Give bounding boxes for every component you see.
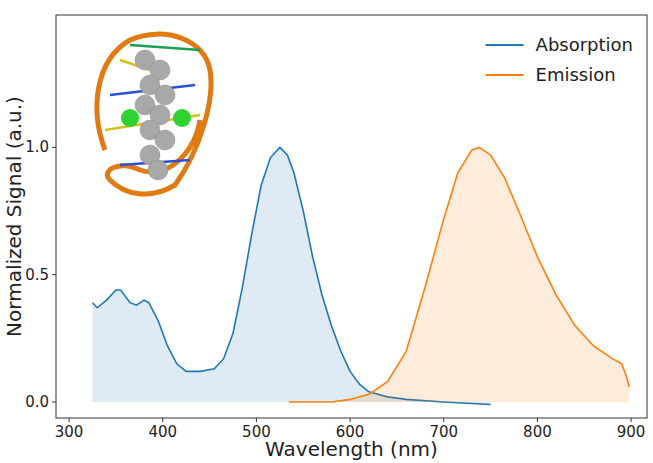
- x-tick: [256, 418, 257, 422]
- series-line: [289, 147, 629, 402]
- legend-swatch: [486, 74, 524, 76]
- y-tick-label: 0.0: [25, 393, 49, 411]
- x-tick: [631, 418, 632, 422]
- legend-label: Emission: [536, 64, 616, 85]
- y-tick-label: 1.0: [25, 138, 49, 156]
- chart: 3004005006007008009000.00.51.0Wavelength…: [0, 0, 653, 463]
- inset-atom: [155, 85, 175, 105]
- x-tick-label: 400: [148, 423, 177, 441]
- inset-backbone: [97, 34, 211, 194]
- legend-swatch: [486, 44, 524, 46]
- legend-label: Absorption: [536, 34, 633, 55]
- x-tick-label: 300: [55, 423, 84, 441]
- y-tick: [52, 147, 56, 148]
- y-tick: [52, 401, 56, 402]
- y-tick-label: 0.5: [25, 266, 49, 284]
- x-axis-title: Wavelength (nm): [265, 437, 438, 461]
- inset-atom: [121, 109, 139, 127]
- inset-atom: [155, 130, 175, 150]
- x-tick: [443, 418, 444, 422]
- inset-atom: [173, 109, 191, 127]
- inset-base: [130, 45, 200, 50]
- x-tick: [537, 418, 538, 422]
- y-axis-title: Normalized Signal (a.u.): [2, 96, 26, 337]
- x-tick: [350, 418, 351, 422]
- y-tick: [52, 274, 56, 275]
- x-tick: [162, 418, 163, 422]
- plot-frame: [56, 15, 647, 418]
- legend: Absorption Emission: [486, 34, 633, 85]
- inset-structure: [97, 34, 211, 194]
- x-tick: [69, 418, 70, 422]
- area-fill: [289, 147, 629, 402]
- inset-atom: [148, 160, 168, 180]
- x-tick-label: 900: [617, 423, 646, 441]
- x-tick-label: 800: [523, 423, 552, 441]
